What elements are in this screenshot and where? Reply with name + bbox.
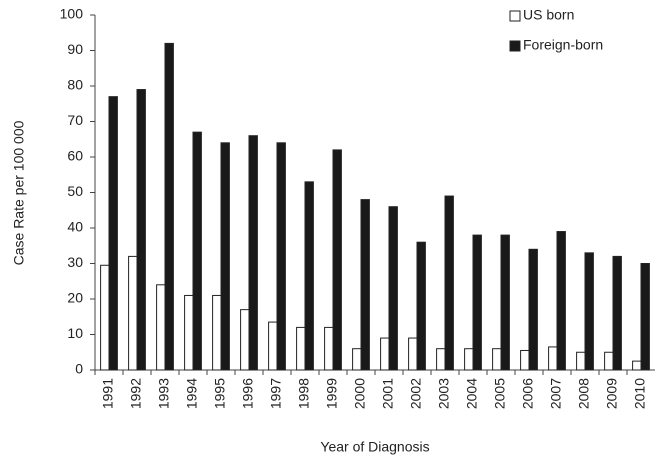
bar	[380, 337, 390, 371]
bar	[108, 96, 118, 371]
x-tick-label: 1999	[324, 378, 340, 409]
bar	[444, 195, 454, 371]
bar	[584, 252, 594, 371]
y-tick-label: 50	[67, 183, 83, 199]
bar	[248, 135, 258, 371]
bar	[296, 326, 306, 371]
x-tick-label: 1991	[100, 378, 116, 409]
bar	[324, 326, 334, 371]
x-tick-label: 2000	[352, 378, 368, 409]
bar	[500, 234, 510, 371]
legend-swatch	[509, 40, 521, 52]
bar	[360, 199, 370, 371]
x-tick-label: 2002	[408, 378, 424, 409]
bar	[632, 360, 642, 371]
x-tick-label: 1996	[240, 378, 256, 409]
y-tick-label: 100	[60, 6, 84, 22]
x-tick-label: 2009	[604, 378, 620, 409]
bar	[240, 309, 250, 371]
x-tick-label: 1995	[212, 378, 228, 409]
x-tick-label: 2003	[436, 378, 452, 409]
y-tick-label: 20	[67, 290, 83, 306]
x-tick-label: 2008	[576, 378, 592, 409]
bar	[268, 321, 278, 371]
x-tick-label: 2004	[464, 378, 480, 409]
y-tick-label: 90	[67, 41, 83, 57]
bar	[388, 206, 398, 371]
bar	[304, 181, 314, 371]
bar	[220, 142, 230, 371]
bar	[520, 349, 530, 371]
y-tick-label: 0	[75, 361, 83, 377]
bar	[128, 255, 138, 371]
y-tick-label: 60	[67, 148, 83, 164]
x-tick-label: 2006	[520, 378, 536, 409]
x-tick-label: 1993	[156, 378, 172, 409]
bar	[548, 346, 558, 371]
bar	[612, 255, 622, 371]
x-tick-label: 2007	[548, 378, 564, 409]
y-tick-label: 80	[67, 77, 83, 93]
x-axis-label: Year of Diagnosis	[320, 439, 429, 455]
bar	[576, 351, 586, 371]
legend-label: Foreign-born	[523, 37, 603, 53]
x-tick-label: 2005	[492, 378, 508, 409]
y-tick-label: 70	[67, 112, 83, 128]
bar	[212, 294, 222, 371]
y-tick-label: 40	[67, 219, 83, 235]
x-tick-label: 1997	[268, 378, 284, 409]
bar	[184, 294, 194, 371]
x-tick-label: 1994	[184, 378, 200, 409]
y-tick-label: 30	[67, 254, 83, 270]
bar	[408, 337, 418, 371]
y-tick-label: 10	[67, 325, 83, 341]
x-tick-label: 2010	[632, 378, 648, 409]
x-tick-label: 1998	[296, 378, 312, 409]
y-axis-label: Case Rate per 100 000	[11, 120, 27, 265]
x-tick-label: 2001	[380, 378, 396, 409]
bar	[192, 131, 202, 371]
bar	[352, 348, 362, 371]
legend-label: US born	[523, 7, 574, 23]
bar	[492, 348, 502, 371]
bar	[640, 263, 650, 371]
bar	[276, 142, 286, 371]
bar	[436, 348, 446, 371]
bar	[528, 248, 538, 371]
bar	[100, 264, 110, 371]
bar	[156, 284, 166, 371]
bar	[332, 149, 342, 371]
bar	[556, 231, 566, 371]
bar	[472, 234, 482, 371]
bar	[164, 42, 174, 371]
legend-swatch	[509, 10, 521, 22]
x-tick-label: 1992	[128, 378, 144, 409]
bar	[464, 348, 474, 371]
bar	[136, 89, 146, 371]
bar	[604, 351, 614, 371]
bar	[416, 241, 426, 371]
